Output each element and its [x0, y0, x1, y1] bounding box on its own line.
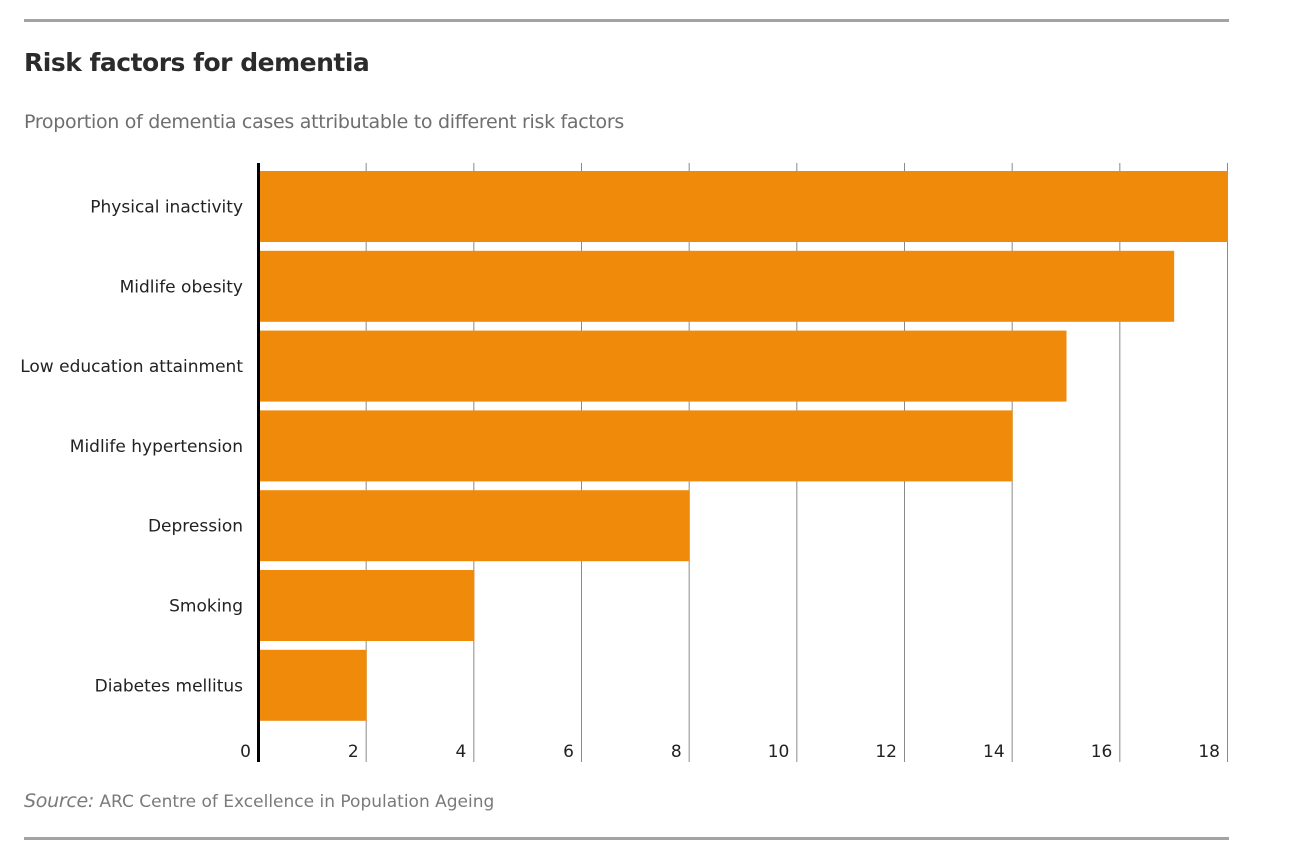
- chart-title: Risk factors for dementia: [24, 48, 370, 77]
- category-label: Depression: [148, 517, 243, 537]
- x-tick-label: 4: [456, 742, 467, 762]
- x-tick-label: 18: [1198, 742, 1220, 762]
- x-tick-label: 2: [348, 742, 359, 762]
- x-tick-label: 10: [768, 742, 790, 762]
- bar-diabetes-mellitus: [259, 649, 367, 721]
- bar-midlife-obesity: [259, 250, 1175, 322]
- bottom-rule: [24, 837, 1229, 840]
- category-label: Midlife hypertension: [70, 437, 243, 457]
- source-label: Source:: [24, 790, 94, 812]
- category-label: Physical inactivity: [90, 198, 243, 218]
- top-rule: [24, 19, 1229, 22]
- category-label: Diabetes mellitus: [95, 676, 243, 696]
- bar-physical-inactivity: [259, 171, 1228, 242]
- x-tick-label: 12: [875, 742, 897, 762]
- chart-subtitle: Proportion of dementia cases attributabl…: [24, 111, 624, 133]
- x-tick-label: 16: [1091, 742, 1113, 762]
- category-label: Midlife obesity: [120, 277, 243, 297]
- source-text: ARC Centre of Excellence in Population A…: [99, 792, 495, 812]
- bar-midlife-hypertension: [259, 410, 1013, 482]
- bar-depression: [259, 490, 690, 562]
- x-tick-label: 0: [240, 742, 251, 762]
- source-note: Source: ARC Centre of Excellence in Popu…: [24, 790, 494, 812]
- bar-low-education-attainment: [259, 330, 1067, 402]
- category-label: Smoking: [169, 597, 243, 617]
- x-tick-label: 6: [563, 742, 574, 762]
- category-label: Low education attainment: [20, 357, 243, 377]
- bar-smoking: [259, 570, 475, 641]
- x-tick-label: 8: [671, 742, 682, 762]
- x-tick-label: 14: [983, 742, 1005, 762]
